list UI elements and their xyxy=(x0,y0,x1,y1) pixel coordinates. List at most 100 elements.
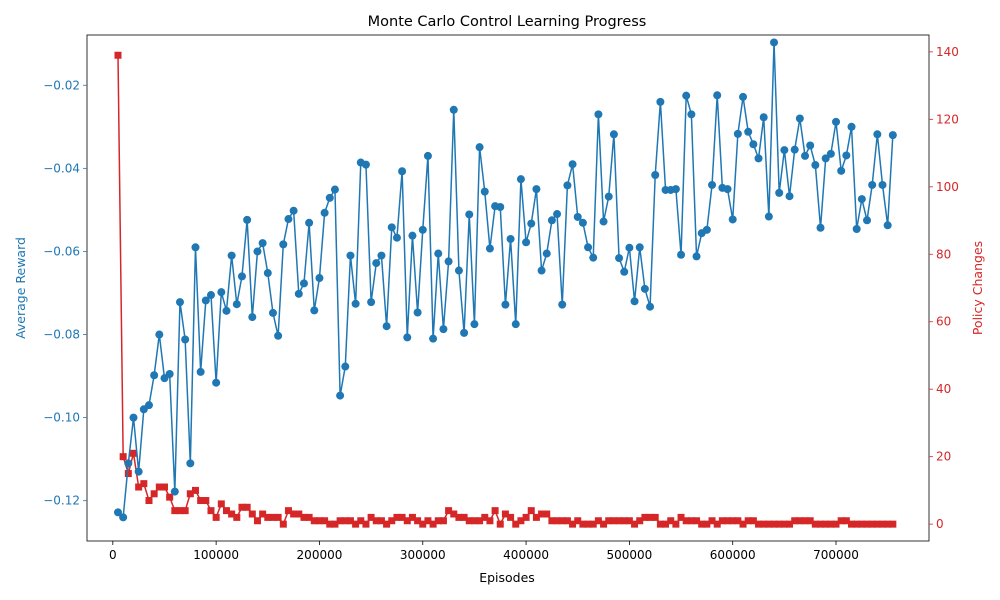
policy-changes-point xyxy=(817,520,825,528)
y-axis-right-label: Policy Changes xyxy=(970,241,985,335)
policy-changes-point xyxy=(724,517,732,525)
policy-changes-point xyxy=(734,517,742,525)
policy-changes-point xyxy=(114,51,122,59)
average-reward-point xyxy=(599,217,608,226)
y-axis-left: −0.12 −0.10 −0.08 −0.06 −0.04 −0.02 xyxy=(43,78,87,508)
average-reward-point xyxy=(346,251,355,260)
average-reward-point xyxy=(821,154,830,163)
average-reward-point xyxy=(790,145,799,154)
average-reward-point xyxy=(857,195,866,204)
x-tick-label: 700000 xyxy=(813,548,859,562)
policy-changes-point xyxy=(140,480,148,488)
average-reward-point xyxy=(578,218,587,227)
average-reward-point xyxy=(527,219,536,228)
policy-changes-point xyxy=(651,513,659,521)
policy-changes-point xyxy=(403,517,411,525)
policy-changes-point xyxy=(760,520,768,528)
average-reward-point xyxy=(496,202,505,211)
average-reward-point xyxy=(811,161,820,170)
policy-changes-point xyxy=(212,513,220,521)
average-reward-point xyxy=(832,117,841,126)
policy-changes-point xyxy=(197,497,205,505)
policy-changes-point xyxy=(217,500,225,508)
average-reward-point xyxy=(868,180,877,189)
average-reward-point xyxy=(480,187,489,196)
average-reward-point xyxy=(449,105,458,114)
average-reward-point xyxy=(392,233,401,242)
policy-changes-point xyxy=(135,483,143,491)
policy-changes-point xyxy=(460,513,468,521)
policy-changes-point xyxy=(176,507,184,515)
average-reward-point xyxy=(568,160,577,169)
average-reward-point xyxy=(315,274,324,283)
policy-changes-point xyxy=(305,513,313,521)
policy-changes-point xyxy=(269,513,277,521)
policy-changes-point xyxy=(207,507,215,515)
policy-changes-point xyxy=(439,517,447,525)
average-reward-point xyxy=(454,266,463,275)
policy-changes-point xyxy=(166,493,174,501)
policy-changes-point xyxy=(383,520,391,528)
x-tick-label: 0 xyxy=(109,548,117,562)
policy-changes-point xyxy=(455,513,463,521)
average-reward-point xyxy=(485,244,494,253)
policy-changes-point xyxy=(806,517,814,525)
average-reward-point xyxy=(651,171,660,180)
average-reward-point xyxy=(429,334,438,343)
policy-changes-point xyxy=(884,520,892,528)
policy-changes-point xyxy=(419,520,427,528)
average-reward-point xyxy=(594,110,603,119)
average-reward-point xyxy=(310,306,319,315)
policy-changes-point xyxy=(636,517,644,525)
average-reward-point xyxy=(248,313,257,322)
average-reward-point xyxy=(842,151,851,160)
average-reward-point xyxy=(532,185,541,194)
policy-changes-point xyxy=(512,520,520,528)
policy-changes-point xyxy=(336,517,344,525)
average-reward-point xyxy=(702,225,711,234)
policy-changes-point xyxy=(145,497,153,505)
policy-changes-series xyxy=(114,51,897,528)
policy-changes-point xyxy=(698,520,706,528)
policy-changes-point xyxy=(191,486,199,494)
policy-changes-point xyxy=(310,517,318,525)
policy-changes-point xyxy=(434,517,442,525)
average-reward-point xyxy=(268,308,277,317)
policy-changes-point xyxy=(589,520,597,528)
policy-changes-point xyxy=(755,520,763,528)
average-reward-point xyxy=(640,284,649,293)
policy-changes-point xyxy=(631,520,639,528)
y-left-tick-label: −0.04 xyxy=(43,161,80,175)
average-reward-point xyxy=(382,322,391,331)
average-reward-point xyxy=(119,513,128,522)
policy-changes-point xyxy=(424,517,432,525)
policy-changes-point xyxy=(584,520,592,528)
policy-changes-point xyxy=(791,517,799,525)
average-reward-point xyxy=(408,231,417,240)
policy-changes-point xyxy=(486,517,494,525)
policy-changes-point xyxy=(569,520,577,528)
average-reward-point xyxy=(625,243,634,252)
average-reward-point xyxy=(227,251,236,260)
policy-changes-point xyxy=(765,520,773,528)
average-reward-point xyxy=(434,249,443,258)
policy-changes-point xyxy=(563,517,571,525)
average-reward-point xyxy=(325,193,334,202)
average-reward-point xyxy=(196,367,205,376)
policy-changes-point xyxy=(186,490,194,498)
average-reward-point xyxy=(883,221,892,230)
average-reward-point xyxy=(222,306,231,315)
average-reward-point xyxy=(764,212,773,221)
average-reward-point xyxy=(749,140,758,149)
average-reward-point xyxy=(465,210,474,219)
average-reward-point xyxy=(852,225,861,234)
average-reward-point xyxy=(615,254,624,263)
policy-changes-point xyxy=(532,513,540,521)
policy-changes-point xyxy=(481,513,489,521)
average-reward-point xyxy=(279,240,288,249)
policy-changes-point xyxy=(238,503,246,511)
policy-changes-point xyxy=(264,513,272,521)
average-reward-point xyxy=(341,362,350,371)
